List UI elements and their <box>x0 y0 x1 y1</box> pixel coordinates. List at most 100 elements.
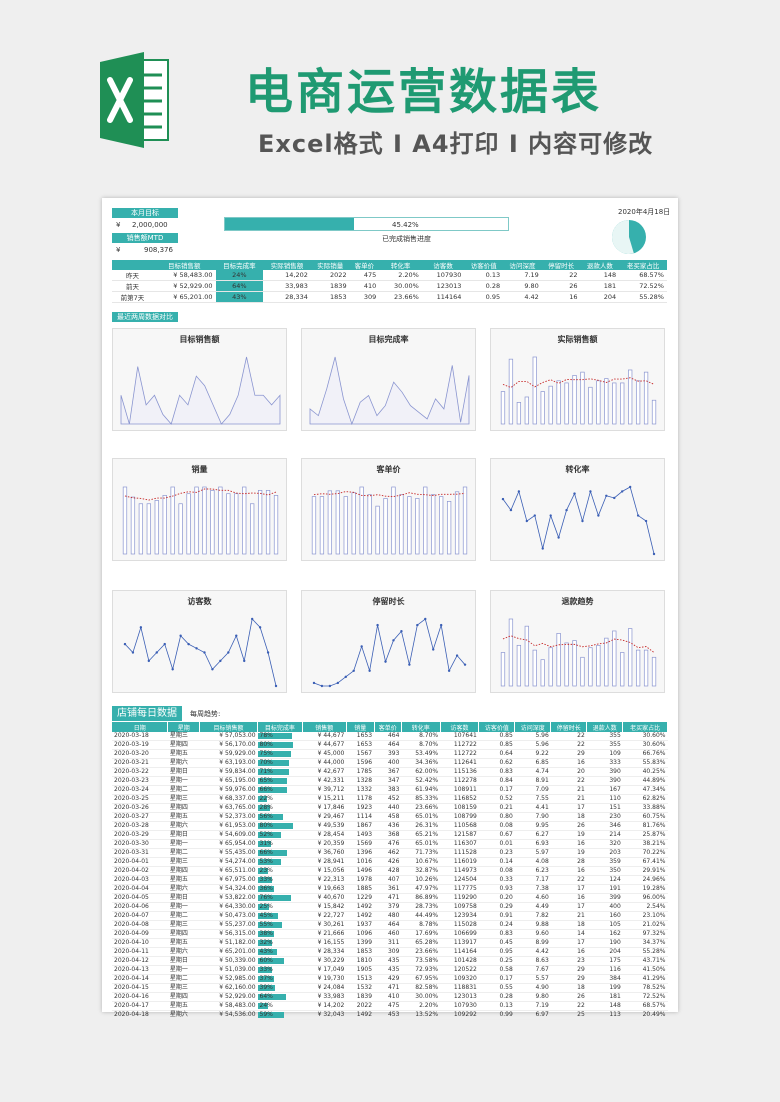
compare-col-header: 访客价值 <box>464 260 504 270</box>
compare-cell-vvalue: 0.28 <box>464 280 504 292</box>
daily-cell: 4.42 <box>514 947 551 957</box>
rate-value: 36% <box>259 885 273 892</box>
daily-cell: ¥ 65,511.00 <box>199 866 258 876</box>
chart-bar <box>532 356 537 425</box>
daily-cell: 2020-03-25 <box>112 794 168 804</box>
daily-cell: 22 <box>550 740 587 750</box>
daily-cell: 0.01 <box>478 839 515 849</box>
compare-col-header: 退款人数 <box>580 260 620 270</box>
chart-trend-line <box>502 377 655 389</box>
daily-cell: 2020-04-03 <box>112 875 168 885</box>
daily-cell: 73.58% <box>401 956 441 966</box>
daily-cell: 7.82 <box>514 911 551 921</box>
chart-point <box>147 659 151 663</box>
compare-cell-vvalue: 0.13 <box>464 270 504 281</box>
daily-cell: 2020-04-12 <box>112 956 168 966</box>
chart-bar <box>383 498 388 555</box>
daily-cell: 6.27 <box>514 830 551 840</box>
daily-cell: 星期六 <box>167 884 200 894</box>
chart-bar <box>407 496 412 555</box>
daily-cell: 30.60% <box>622 740 668 750</box>
chart-bar <box>194 486 199 555</box>
daily-cell: 9.22 <box>514 749 551 759</box>
daily-col-header: 目标销售额 <box>199 722 259 732</box>
rate-value: 78% <box>259 732 273 739</box>
daily-cell: 8.63 <box>514 956 551 966</box>
chart-svg <box>309 356 470 426</box>
daily-cell: 0.64 <box>478 749 515 759</box>
daily-cell: ¥ 29,467 <box>302 812 347 822</box>
daily-cell: 116 <box>586 965 623 975</box>
daily-cell: 40.25% <box>622 767 668 777</box>
table-row: 2020-03-27 星期五 ¥ 52,373.00 56% ¥ 29,467 1114 4… <box>112 812 668 822</box>
daily-cell: 30.00% <box>401 992 441 1002</box>
chart-bar <box>628 369 633 425</box>
daily-cell: 0.85 <box>478 732 515 741</box>
daily-cell: 44.49% <box>401 911 441 921</box>
chart-point <box>636 514 640 517</box>
daily-cell: 113917 <box>440 938 479 948</box>
chart-point <box>652 552 656 556</box>
daily-cell: 475 <box>374 1001 402 1011</box>
daily-cell: 0.21 <box>478 803 515 813</box>
daily-cell: ¥ 14,202 <box>302 1001 347 1011</box>
daily-cell: 1332 <box>346 785 375 795</box>
compare-col-header: 停留时长 <box>541 260 581 270</box>
daily-cell: ¥ 59,834.00 <box>199 767 258 777</box>
daily-cell: 星期五 <box>167 938 200 948</box>
chart-bar <box>604 637 609 687</box>
chart-point <box>250 617 254 621</box>
daily-cell: 2020-04-18 <box>112 1010 168 1020</box>
daily-cell: ¥ 42,331 <box>302 776 347 786</box>
daily-cell: 1653 <box>346 740 375 750</box>
daily-cell: ¥ 22,313 <box>302 875 347 885</box>
daily-cell: 110 <box>586 794 623 804</box>
daily-cell-rate: 64% <box>257 992 303 1002</box>
chart-bar <box>399 494 404 555</box>
table-row: 2020-04-12 星期日 ¥ 50,339.00 60% ¥ 30,229 1810 4… <box>112 956 668 966</box>
chart-bar <box>265 490 271 555</box>
daily-cell: ¥ 32,043 <box>302 1010 347 1020</box>
chart-point <box>123 642 127 646</box>
table-row: 2020-03-21 星期六 ¥ 63,193.00 70% ¥ 44,000 1596 4… <box>112 758 668 768</box>
daily-col-header: 销量 <box>346 722 375 732</box>
daily-cell: 453 <box>374 1010 402 1020</box>
sales-progress-fill <box>225 218 354 230</box>
daily-cell: 0.33 <box>478 875 515 885</box>
daily-cell: 4.60 <box>514 893 551 903</box>
daily-cell: 106699 <box>440 929 479 939</box>
daily-cell: 355 <box>586 732 623 741</box>
daily-cell: 0.99 <box>478 1010 515 1020</box>
rate-value: 25% <box>259 903 273 910</box>
daily-cell: 16 <box>550 839 587 849</box>
daily-cell: 55.28% <box>622 947 668 957</box>
chart-point <box>328 684 332 688</box>
rate-value: 37% <box>259 975 273 982</box>
chart-bar <box>343 496 348 555</box>
daily-cell: 0.17 <box>478 974 515 984</box>
daily-cell: 107930 <box>440 1001 479 1011</box>
daily-cell-rate: 55% <box>257 920 303 930</box>
chart-point <box>203 651 206 654</box>
daily-cell: 120522 <box>440 965 479 975</box>
daily-cell: 72.52% <box>622 992 668 1002</box>
daily-cell: 0.83 <box>478 929 515 939</box>
chart-bar <box>234 493 239 555</box>
daily-cell: 41.50% <box>622 965 668 975</box>
table-row: 2020-04-02 星期四 ¥ 65,511.00 23% ¥ 15,056 1496 4… <box>112 866 668 876</box>
chart-point <box>565 508 568 512</box>
progress-pie <box>612 220 646 254</box>
chart-bar <box>643 649 649 687</box>
daily-cell: 6.85 <box>514 758 551 768</box>
daily-cell: 107641 <box>440 732 479 741</box>
daily-cell: 星期五 <box>167 875 200 885</box>
daily-cell: 2020-04-17 <box>112 1001 168 1011</box>
table-row: 2020-03-18 星期三 ¥ 57,053.00 78% ¥ 44,677 1653 4… <box>112 732 668 741</box>
daily-cell: 162 <box>586 929 623 939</box>
chart-point <box>312 681 316 685</box>
daily-cell: 1492 <box>346 911 375 921</box>
daily-cell: 9.80 <box>514 992 551 1002</box>
daily-cell: 111528 <box>440 848 479 858</box>
table-row: 2020-03-26 星期四 ¥ 63,765.00 28% ¥ 17,846 1923 4… <box>112 803 668 813</box>
chart-point <box>400 629 403 633</box>
